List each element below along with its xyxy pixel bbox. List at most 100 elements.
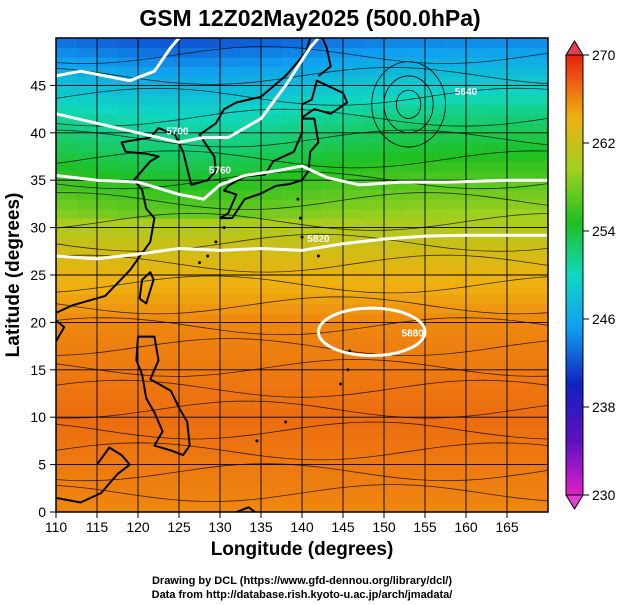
heat-cell [322, 350, 344, 361]
heat-cell [466, 189, 488, 200]
island-dot [298, 216, 302, 220]
heat-cell [138, 445, 160, 456]
x-axis-label: Longitude (degrees) [211, 539, 394, 560]
heat-cell [138, 161, 160, 172]
heat-cell [466, 369, 488, 380]
heat-cell [261, 445, 283, 456]
heat-cell [302, 369, 324, 380]
heat-cell [199, 218, 221, 229]
heat-cell [281, 474, 303, 485]
contour-line [56, 38, 181, 83]
heat-cell [384, 151, 406, 162]
heat-cell [138, 265, 160, 276]
heat-cell [240, 132, 262, 143]
heat-cell [466, 113, 488, 124]
heat-cell [343, 464, 365, 475]
heat-cell [281, 464, 303, 475]
heat-cell [527, 426, 548, 437]
heat-cell [281, 426, 303, 437]
heat-cell [117, 218, 139, 229]
heat-cell [302, 237, 324, 248]
heat-cell [220, 455, 242, 466]
heat-cell [343, 151, 365, 162]
heat-cell [56, 142, 78, 153]
heat-cell [158, 350, 180, 361]
heat-cell [507, 208, 529, 219]
heat-cell [425, 180, 447, 191]
heat-cell [76, 502, 98, 512]
heat-cell [56, 94, 78, 105]
heat-cell [97, 208, 119, 219]
heat-cell [384, 341, 406, 352]
heat-cell [343, 407, 365, 418]
heat-cell [158, 436, 180, 447]
heat-cell [281, 142, 303, 153]
heat-cell [220, 464, 242, 475]
heat-cell [384, 170, 406, 181]
heat-cell [158, 256, 180, 267]
heat-cell [56, 474, 78, 485]
heat-cell [158, 56, 180, 68]
heat-cell [97, 493, 119, 504]
heat-cell [158, 360, 180, 371]
heat-cell [281, 123, 303, 134]
heat-cell [56, 189, 78, 200]
heat-cell [527, 104, 548, 115]
heat-cell [158, 75, 180, 86]
heat-cell [117, 151, 139, 162]
heat-cell [240, 341, 262, 352]
heat-cell [138, 104, 160, 115]
heat-cell [322, 113, 344, 124]
heat-cell [117, 199, 139, 210]
heat-cell [384, 455, 406, 466]
heat-cell [179, 426, 201, 437]
heat-cell [138, 170, 160, 181]
heat-cell [220, 208, 242, 219]
heat-cell [343, 379, 365, 390]
heat-cell [507, 369, 529, 380]
heat-cell [261, 170, 283, 181]
heat-cell [466, 66, 488, 77]
heat-cell [507, 483, 529, 494]
heat-cell [199, 246, 221, 257]
heat-cell [97, 265, 119, 276]
heat-cell [117, 303, 139, 314]
heat-cell [117, 284, 139, 295]
y-tick-label: 25 [30, 267, 46, 283]
heat-cell [138, 75, 160, 86]
heat-cell [261, 312, 283, 323]
heat-cell [527, 455, 548, 466]
heat-cell [466, 170, 488, 181]
heat-cell [76, 293, 98, 305]
heat-cell [76, 275, 98, 286]
heat-cell [158, 398, 180, 409]
heat-cell [281, 47, 303, 58]
heat-cell [486, 85, 508, 96]
heat-cell [302, 360, 324, 371]
heat-cell [404, 189, 426, 200]
heat-cell [76, 113, 98, 124]
heat-cell [117, 132, 139, 143]
heat-cell [322, 161, 344, 172]
heat-cell [322, 474, 344, 485]
heat-cell [363, 398, 385, 409]
heat-cell [76, 208, 98, 219]
heat-cell [404, 199, 426, 210]
heat-cell [363, 265, 385, 276]
heat-cell [404, 85, 426, 96]
heat-cell [384, 66, 406, 77]
heat-cell [199, 161, 221, 172]
heat-cell [404, 426, 426, 437]
heat-cell [466, 75, 488, 86]
heat-cell [302, 218, 324, 229]
heat-cell [199, 360, 221, 371]
heat-cell [343, 483, 365, 494]
heat-cell [384, 464, 406, 475]
heat-cell [220, 341, 242, 352]
heat-cell [179, 445, 201, 456]
heat-cell [486, 227, 508, 238]
heat-cell [445, 398, 467, 409]
heat-cell [56, 350, 78, 361]
heat-cell [507, 312, 529, 323]
heat-cell [97, 360, 119, 371]
